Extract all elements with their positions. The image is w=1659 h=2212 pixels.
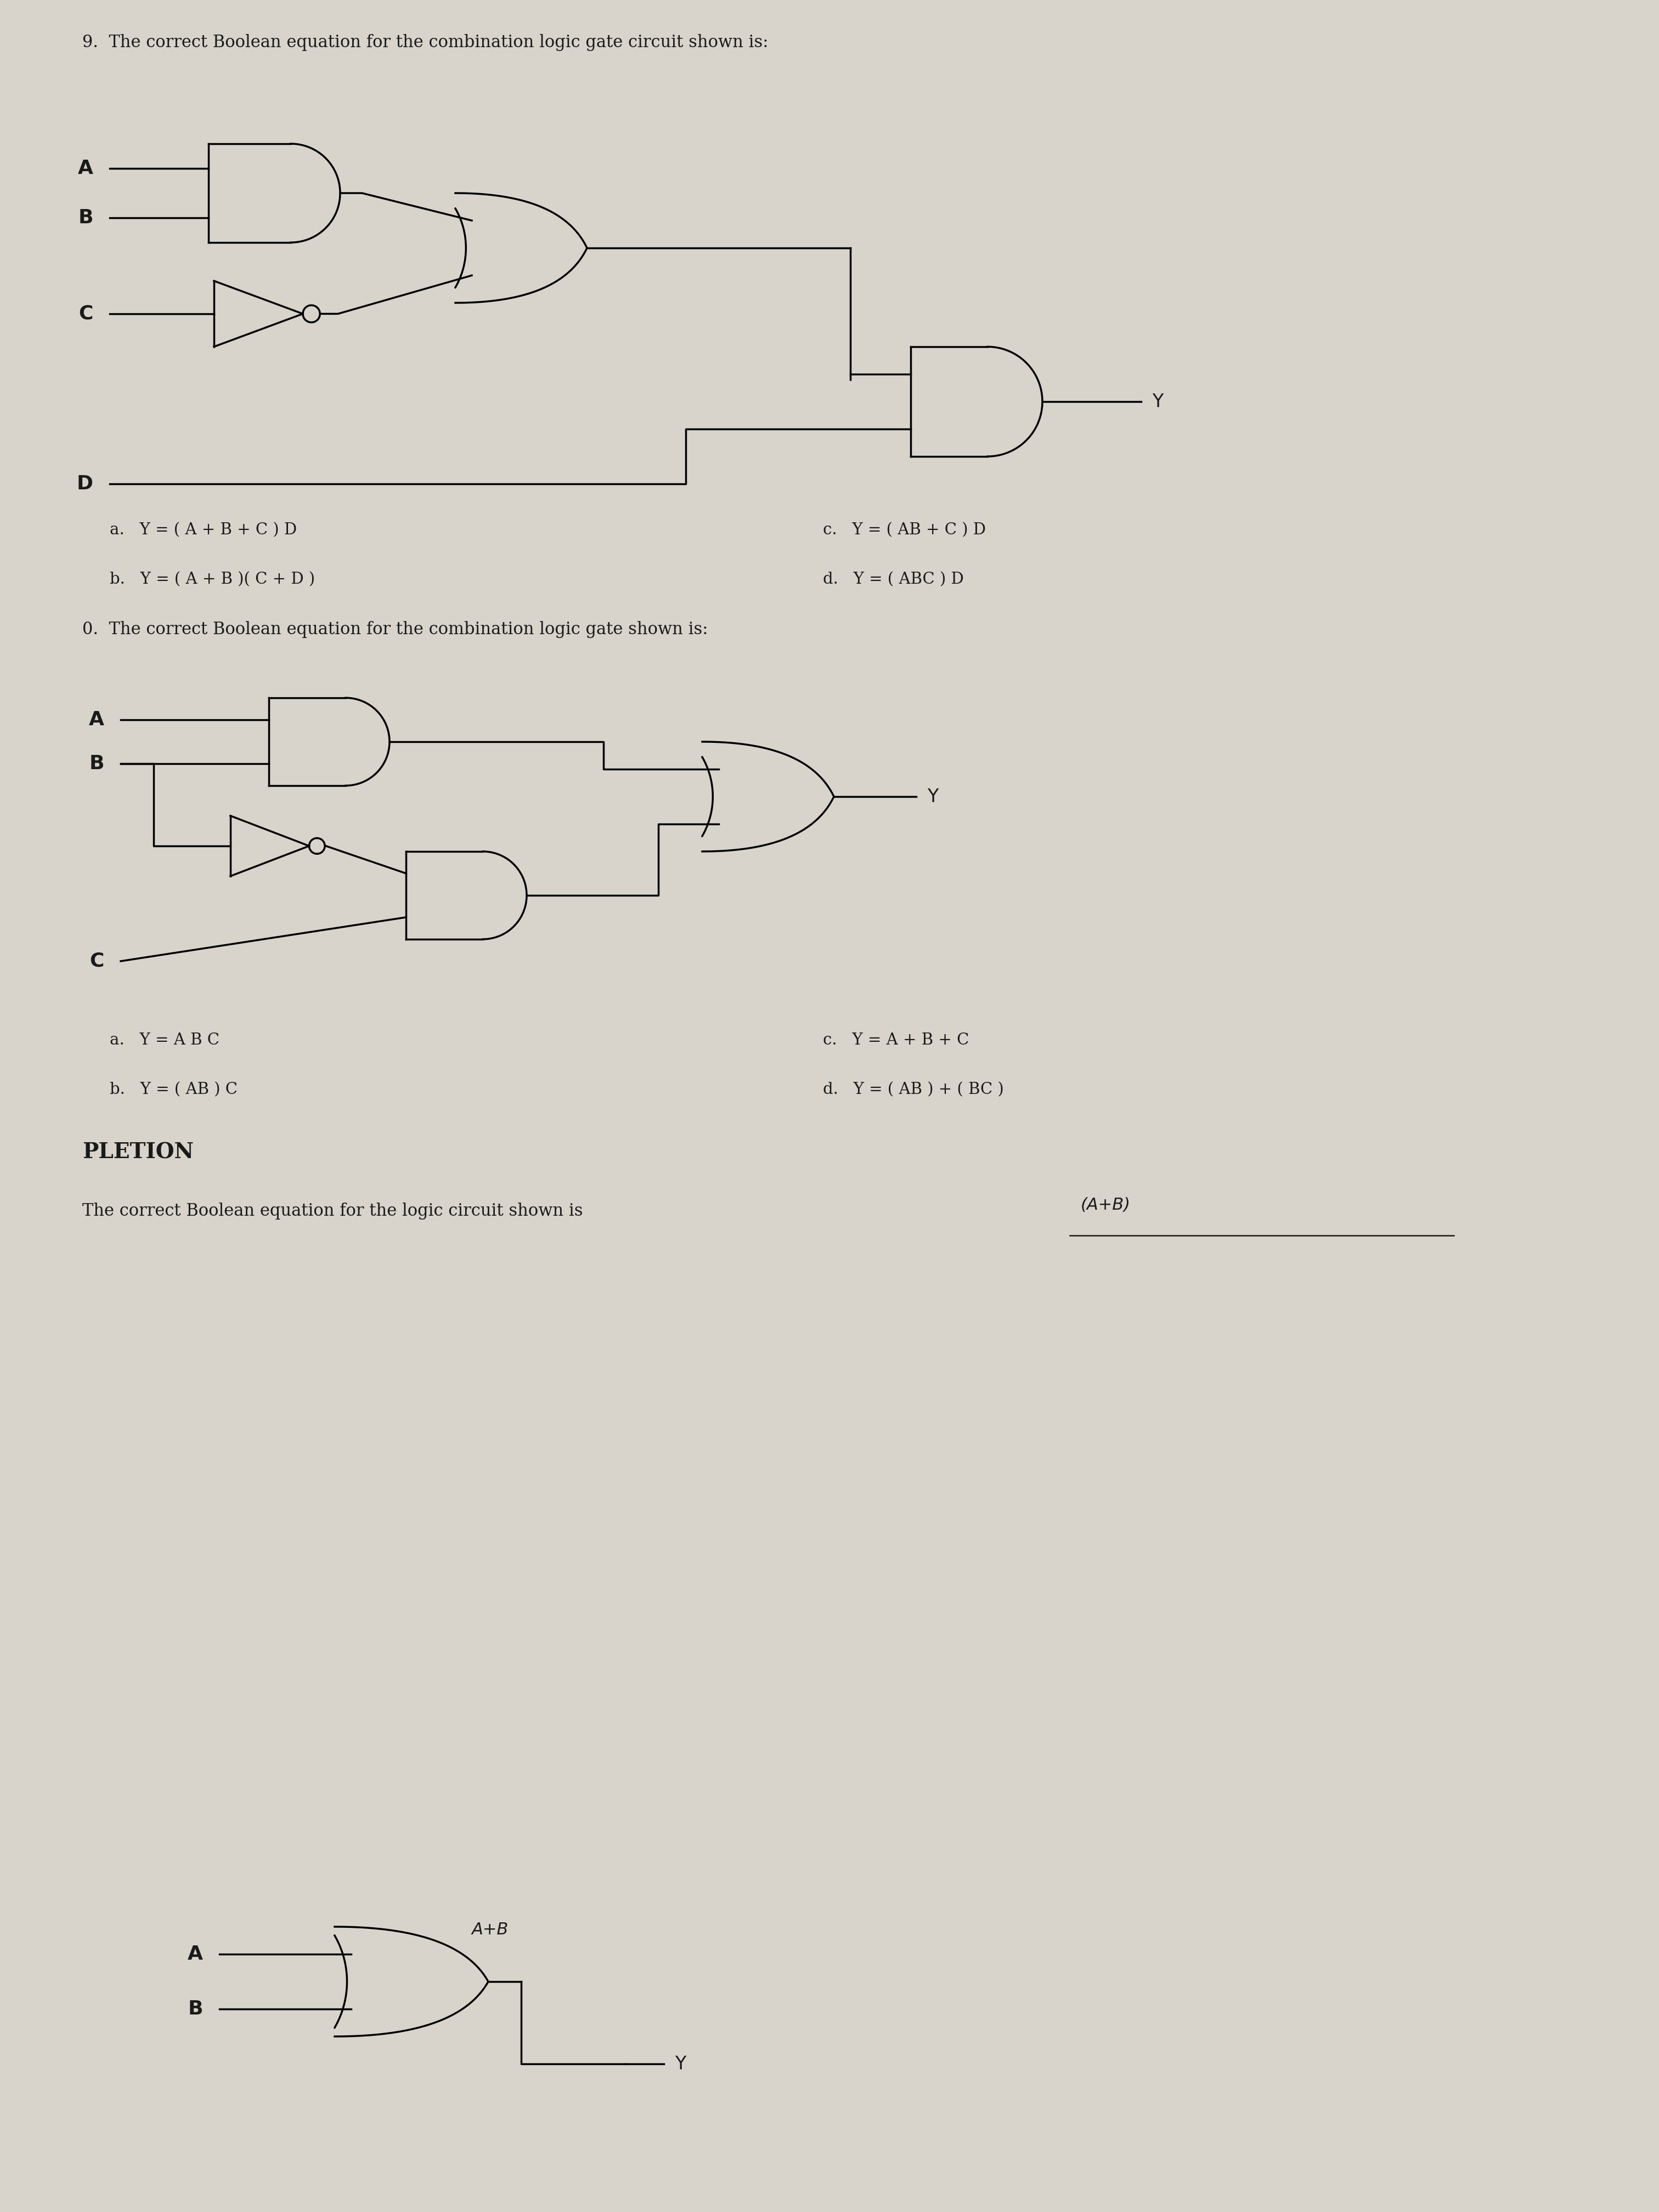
Text: a.   Y = A B C: a. Y = A B C [109, 1033, 219, 1048]
Text: A: A [78, 159, 93, 177]
Text: The correct Boolean equation for the logic circuit shown is: The correct Boolean equation for the log… [83, 1203, 582, 1219]
Text: PLETION: PLETION [83, 1141, 194, 1164]
Text: (A+B): (A+B) [1080, 1197, 1131, 1212]
Text: A+B: A+B [471, 1922, 509, 1938]
Text: d.   Y = ( AB ) + ( BC ): d. Y = ( AB ) + ( BC ) [823, 1082, 1004, 1097]
Text: d.   Y = ( ABC ) D: d. Y = ( ABC ) D [823, 571, 964, 586]
Text: c.   Y = ( AB + C ) D: c. Y = ( AB + C ) D [823, 522, 985, 538]
Text: c.   Y = A + B + C: c. Y = A + B + C [823, 1033, 969, 1048]
Text: B: B [90, 754, 105, 772]
Text: C: C [78, 305, 93, 323]
Text: Y: Y [675, 2055, 685, 2073]
Text: B: B [78, 208, 93, 228]
Text: b.   Y = ( A + B )( C + D ): b. Y = ( A + B )( C + D ) [109, 571, 315, 586]
Text: B: B [187, 2000, 202, 2017]
Text: A: A [90, 710, 105, 730]
Text: 9.  The correct Boolean equation for the combination logic gate circuit shown is: 9. The correct Boolean equation for the … [83, 33, 768, 51]
Text: A: A [187, 1944, 202, 1964]
Text: Y: Y [927, 787, 939, 805]
Text: 0.  The correct Boolean equation for the combination logic gate shown is:: 0. The correct Boolean equation for the … [83, 622, 708, 637]
Text: Y: Y [1151, 392, 1163, 411]
Text: a.   Y = ( A + B + C ) D: a. Y = ( A + B + C ) D [109, 522, 297, 538]
Text: C: C [90, 951, 105, 971]
Text: D: D [76, 476, 93, 493]
Text: b.   Y = ( AB ) C: b. Y = ( AB ) C [109, 1082, 237, 1097]
